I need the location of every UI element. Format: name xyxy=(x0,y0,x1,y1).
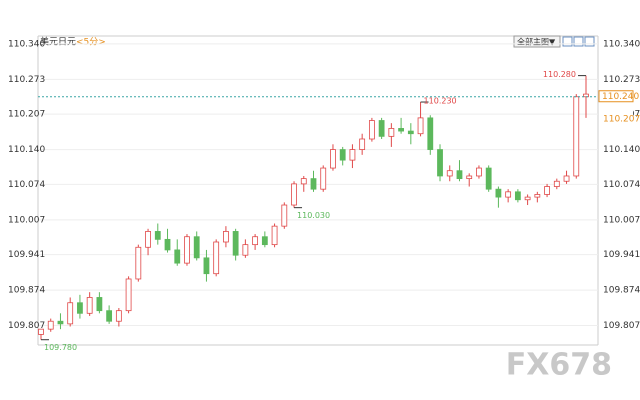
y-tick-label: 110.007 xyxy=(8,215,45,225)
candle-body xyxy=(349,149,356,161)
candle-body xyxy=(505,191,512,198)
candle-body xyxy=(77,302,83,314)
y-tick-label: 110.273 xyxy=(8,75,45,85)
y-tick-label-right: 109.874 xyxy=(603,286,640,296)
annotation: 109.780 xyxy=(44,343,77,352)
candle-body xyxy=(368,120,375,140)
candle-body xyxy=(563,175,570,182)
candle-body xyxy=(378,120,385,137)
zoom-in-button[interactable] xyxy=(562,36,573,47)
candle-body xyxy=(203,257,210,275)
y-tick-label-right: 109.807 xyxy=(603,321,640,331)
candle-body xyxy=(427,117,434,150)
y-tick-label-right: 110.074 xyxy=(603,180,640,190)
candle-body xyxy=(514,191,521,201)
zoom-out-button[interactable] xyxy=(573,36,584,47)
candle-body xyxy=(524,196,531,201)
candle-body xyxy=(437,149,443,177)
candle-body xyxy=(417,117,424,135)
y-tick-label: 109.941 xyxy=(8,250,45,260)
candle-body xyxy=(145,231,151,248)
candle-body xyxy=(106,310,113,322)
candle-body xyxy=(252,236,259,246)
y-tick-label: 109.874 xyxy=(8,286,45,296)
candle-body xyxy=(339,149,346,161)
menu-button[interactable] xyxy=(513,35,561,48)
watermark: FX678 xyxy=(506,348,612,383)
candle-body xyxy=(115,310,122,322)
candle-body xyxy=(456,170,463,180)
candle-body xyxy=(300,178,307,185)
candle-body xyxy=(271,225,278,246)
candle-body xyxy=(47,320,54,330)
candle-body xyxy=(38,328,44,335)
price-tag: 110.240 xyxy=(602,92,639,102)
candle-body xyxy=(476,167,482,177)
y-tick-label-right: 110.007 xyxy=(603,215,640,225)
candle-body xyxy=(174,249,181,264)
y-tick-label-right: 110.140 xyxy=(603,145,640,155)
candle-body xyxy=(388,128,395,137)
chart-subtitle: <5分> xyxy=(76,37,106,48)
y-tick-label: 110.207 xyxy=(8,110,45,120)
candle-body xyxy=(466,175,473,180)
y-tick-label-right: 110.273 xyxy=(603,75,640,85)
candle-body xyxy=(534,194,541,198)
fullscreen-button[interactable] xyxy=(584,36,595,47)
candle-body xyxy=(223,231,229,243)
candle-body xyxy=(125,278,132,312)
candle-body xyxy=(193,236,200,259)
annotation: 110.280 xyxy=(543,70,576,79)
candle-body xyxy=(359,138,366,150)
candle-body xyxy=(86,297,93,314)
price-tag-bg xyxy=(599,109,633,120)
candle-body xyxy=(164,238,171,251)
y-tick-label: 110.140 xyxy=(8,145,45,155)
candle-body xyxy=(154,231,161,240)
candle-body xyxy=(232,231,239,256)
price-tag: 110.207 xyxy=(603,115,640,125)
candle-body xyxy=(485,167,492,190)
candle-body xyxy=(184,236,190,264)
chart-title: 美元日元 xyxy=(40,36,76,48)
candle-body xyxy=(213,241,220,275)
candle-body xyxy=(330,149,336,169)
candle-body xyxy=(495,188,502,198)
candle-body xyxy=(407,130,414,135)
candle-body xyxy=(57,320,64,325)
candle-body xyxy=(281,204,288,227)
candle-body xyxy=(553,180,560,187)
candle-body xyxy=(261,236,268,246)
candle-body xyxy=(242,244,249,256)
y-tick-label: 110.340 xyxy=(8,39,45,49)
candle-body xyxy=(544,186,550,195)
candle-body xyxy=(96,297,103,312)
candle-body xyxy=(446,170,453,177)
y-tick-label: 110.074 xyxy=(8,180,45,190)
candle-body xyxy=(573,96,580,177)
y-tick-label: 109.807 xyxy=(8,321,45,331)
candle-body xyxy=(67,302,74,325)
candle-body xyxy=(135,246,142,280)
y-tick-label-right: 110.340 xyxy=(603,39,640,49)
menu-label[interactable]: 全部主图▼ xyxy=(517,37,556,47)
candle-body xyxy=(310,178,317,190)
annotation: 110.030 xyxy=(297,211,330,220)
candle-body xyxy=(291,183,297,206)
y-tick-label-right: 109.941 xyxy=(603,250,640,260)
price-tag-box xyxy=(598,90,634,103)
annotation: 110.230 xyxy=(424,97,457,106)
candle-body xyxy=(398,128,404,132)
candle-body xyxy=(320,167,327,190)
